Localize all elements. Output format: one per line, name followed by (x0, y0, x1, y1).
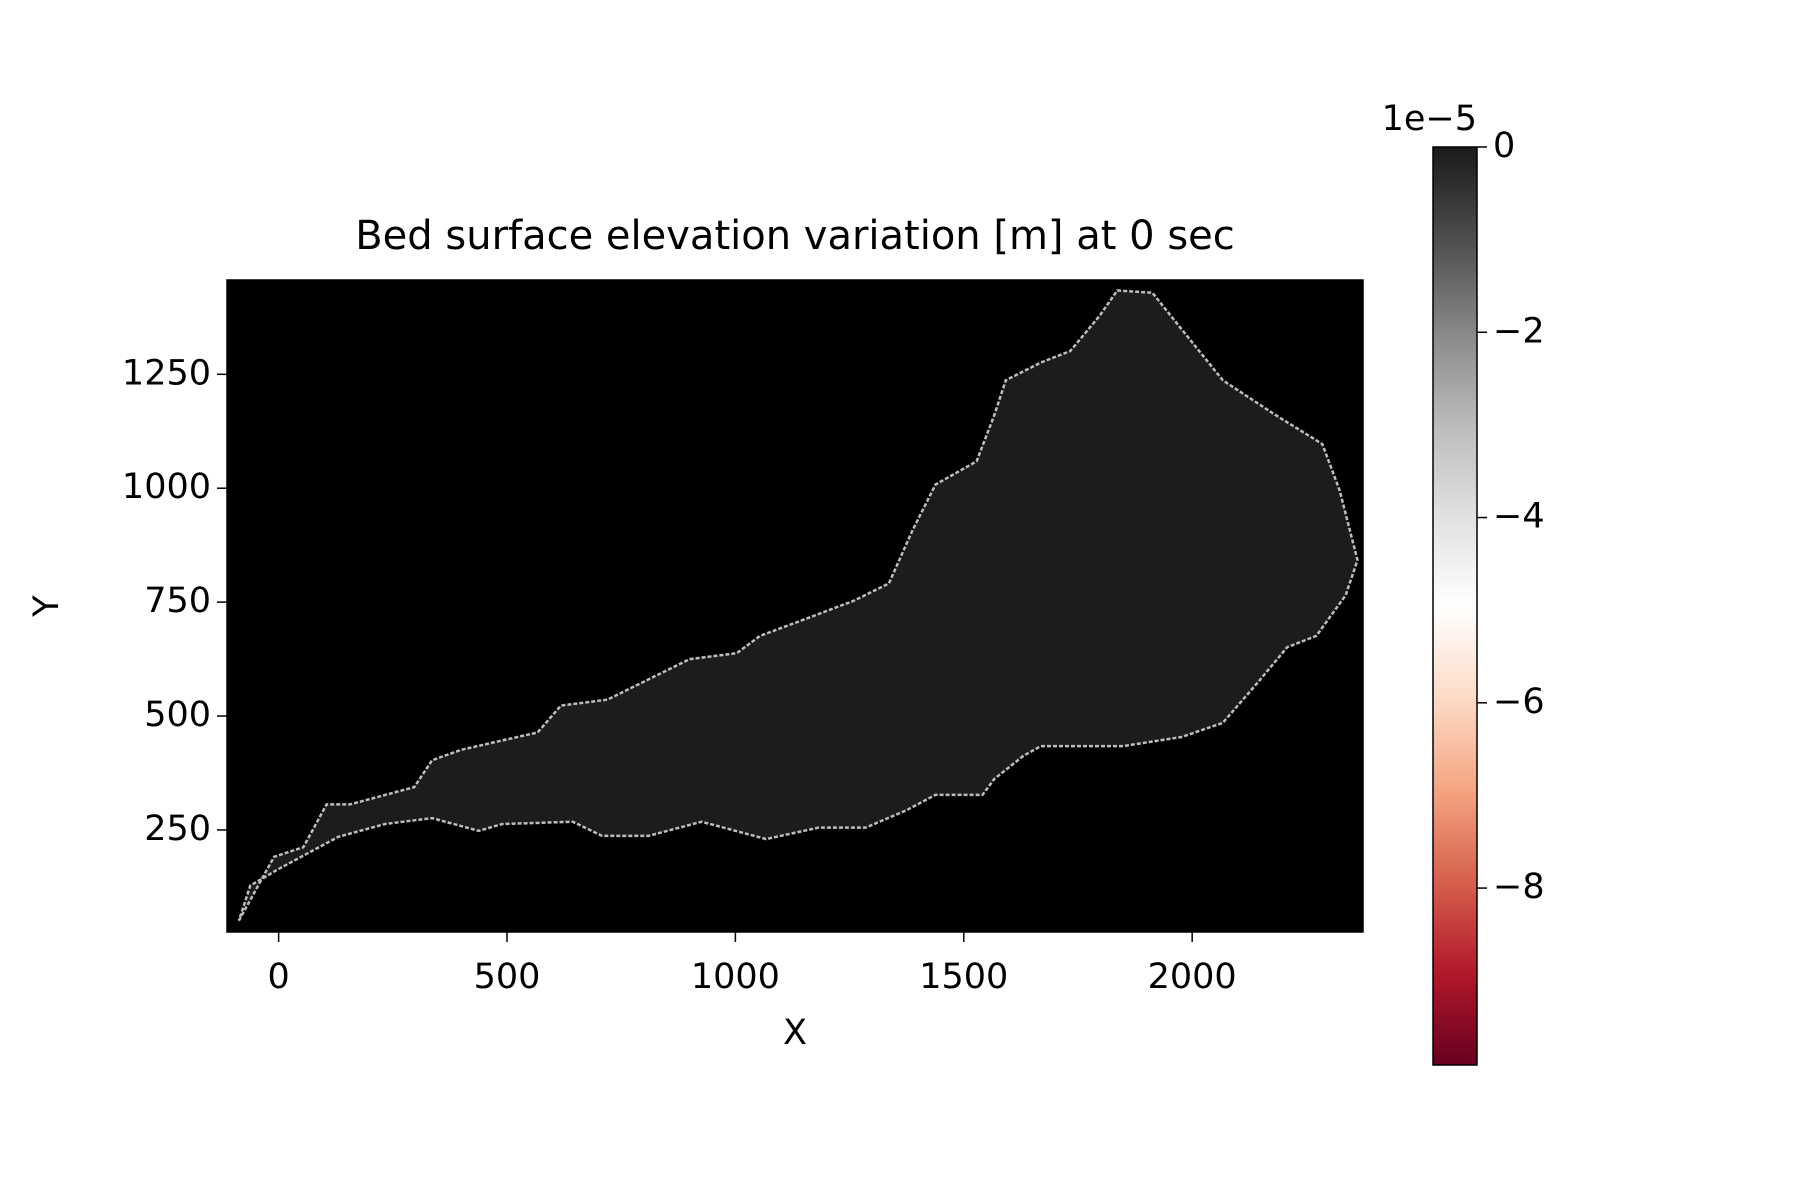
x-tick-label: 0 (267, 957, 289, 997)
y-tick-label: 1000 (122, 467, 211, 507)
axes-frame (226, 279, 1364, 933)
y-tick-label: 500 (144, 695, 211, 735)
x-tick-label: 1000 (691, 957, 780, 997)
x-tick-label: 500 (474, 957, 541, 997)
domain-region (237, 289, 1359, 922)
colorbar-tick-label: −6 (1493, 682, 1545, 722)
colorbar (1432, 146, 1478, 1066)
y-tick-label: 250 (144, 809, 211, 849)
colorbar-tick-label: −8 (1493, 867, 1545, 907)
x-axis-label: X (783, 1013, 807, 1053)
chart-title: Bed surface elevation variation [m] at 0… (355, 213, 1235, 259)
colorbar-tick-label: −4 (1493, 497, 1545, 537)
x-tick-label: 2000 (1148, 957, 1237, 997)
y-tick-label: 1250 (122, 353, 211, 393)
x-tick-label: 1500 (919, 957, 1008, 997)
y-axis-label: Y (27, 595, 67, 618)
colorbar-tick-label: −2 (1493, 311, 1545, 351)
colorbar-tick-label: 0 (1493, 126, 1515, 166)
colorbar-offset: 1e−5 (1382, 99, 1477, 139)
y-tick-label: 750 (144, 581, 211, 621)
